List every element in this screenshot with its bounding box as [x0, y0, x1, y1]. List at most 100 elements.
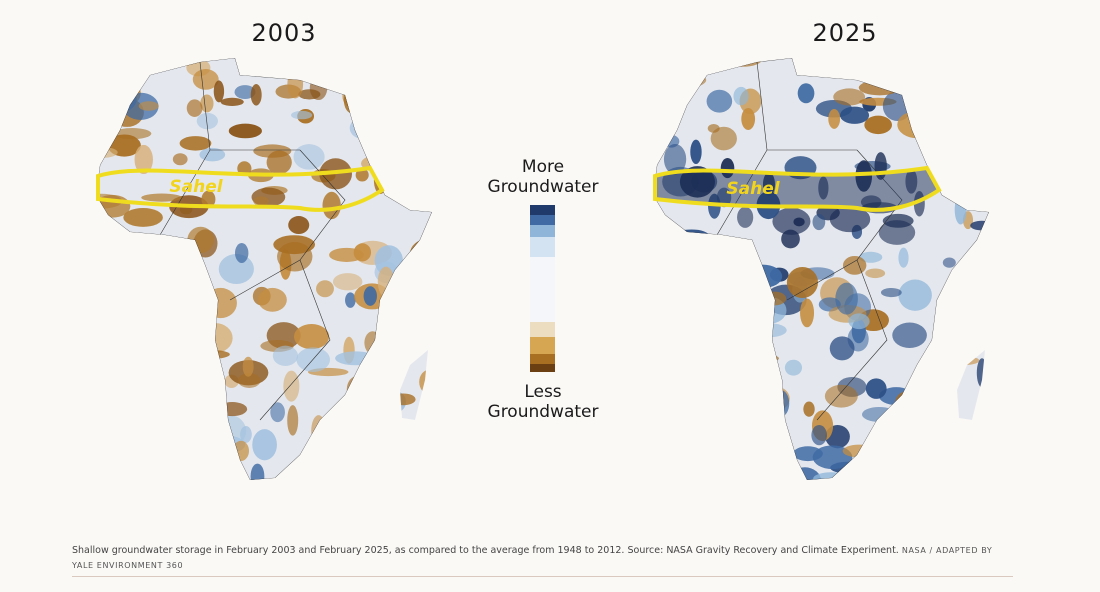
caption: Shallow groundwater storage in February … — [72, 543, 1002, 573]
map-patch — [138, 341, 149, 356]
map-patch — [954, 58, 970, 66]
map-patch — [970, 220, 989, 231]
map-patch — [322, 191, 341, 220]
map-patch — [163, 377, 180, 404]
map-patch — [168, 442, 210, 468]
caption-text: Shallow groundwater storage in February … — [72, 545, 899, 556]
map-patch — [751, 323, 787, 338]
sahel-outline — [96, 165, 385, 212]
map-patch — [293, 324, 330, 350]
map-patch — [898, 279, 932, 311]
map-patch — [913, 375, 930, 402]
map-patch — [865, 378, 887, 399]
map-patch — [938, 386, 950, 418]
map-patch — [390, 393, 416, 406]
map-patch — [217, 402, 248, 417]
map-patch — [861, 406, 897, 422]
map-patch — [296, 347, 330, 372]
map-patch — [141, 193, 183, 202]
map-patch — [744, 354, 779, 363]
map-patch — [98, 85, 137, 113]
map-patch — [659, 129, 671, 146]
map-patch — [179, 258, 201, 272]
map-patch — [140, 330, 175, 346]
map-patch — [954, 171, 989, 201]
map-patch — [792, 446, 823, 462]
map-patch — [179, 136, 212, 151]
map-patch — [734, 452, 748, 466]
map-title: 2003 — [251, 19, 316, 47]
map-patch — [829, 336, 855, 361]
map-patch — [760, 457, 791, 468]
map-patch — [345, 292, 356, 308]
map-patch — [979, 258, 989, 289]
map-patch — [409, 238, 432, 269]
map-patch — [199, 147, 226, 162]
map-patch — [853, 469, 877, 480]
map-patch — [390, 453, 425, 480]
map-patch — [858, 251, 883, 263]
map-patch — [663, 143, 687, 175]
map-patch — [657, 252, 684, 285]
map-patch — [800, 298, 815, 328]
map-patch — [123, 208, 163, 227]
map-patch — [842, 65, 873, 75]
map-patch — [970, 420, 988, 437]
map-patch — [380, 294, 396, 306]
map-patch — [955, 58, 973, 78]
map-patch — [234, 243, 249, 263]
map-patch — [749, 377, 765, 393]
map-patch — [212, 397, 227, 427]
sahel-outline — [653, 165, 942, 212]
map-patch — [103, 463, 144, 478]
map-patch — [705, 394, 718, 406]
map-patch — [150, 470, 192, 480]
legend-label: Groundwater — [488, 402, 599, 422]
legend-label: Groundwater — [488, 177, 599, 197]
map-patch — [114, 58, 139, 60]
map-2025: Sahel 2025 — [653, 19, 989, 480]
map-patch — [161, 58, 192, 64]
map-patch — [283, 370, 300, 402]
map-patch — [698, 461, 713, 474]
map-patch — [712, 277, 748, 301]
map-patch — [201, 190, 216, 208]
map-patch — [653, 237, 691, 263]
map-patch — [919, 473, 942, 480]
map-patch — [910, 457, 939, 479]
map-patch — [772, 390, 790, 417]
map-patch — [250, 84, 262, 106]
map-patch — [138, 101, 159, 111]
map-patch — [710, 126, 737, 151]
map-patch — [335, 351, 377, 366]
map-patch — [134, 144, 153, 175]
map-patch — [784, 359, 803, 376]
map-patch — [942, 257, 956, 268]
map-patch — [733, 86, 749, 106]
map-patch — [386, 130, 421, 149]
map-patch — [969, 64, 989, 82]
map-patch — [258, 287, 287, 312]
map-patch — [100, 246, 126, 262]
map-patch — [368, 73, 383, 96]
map-patch — [655, 106, 683, 119]
map-patch — [196, 112, 218, 130]
map-patch — [355, 168, 369, 182]
map-patch — [861, 459, 883, 480]
map-patch — [240, 58, 278, 71]
map-patch — [349, 117, 379, 140]
map-patch — [377, 266, 395, 298]
map-patch — [829, 206, 871, 233]
map-patch — [892, 322, 927, 349]
map-patch — [653, 472, 677, 480]
map-patch — [131, 290, 159, 320]
map-patch — [213, 80, 225, 103]
map-patch — [250, 463, 265, 480]
map-patch — [653, 257, 670, 268]
map-patch — [812, 445, 853, 470]
map-patch — [658, 252, 669, 266]
map-patch — [976, 358, 988, 388]
map-patch — [678, 254, 705, 277]
map-patch — [803, 401, 815, 417]
